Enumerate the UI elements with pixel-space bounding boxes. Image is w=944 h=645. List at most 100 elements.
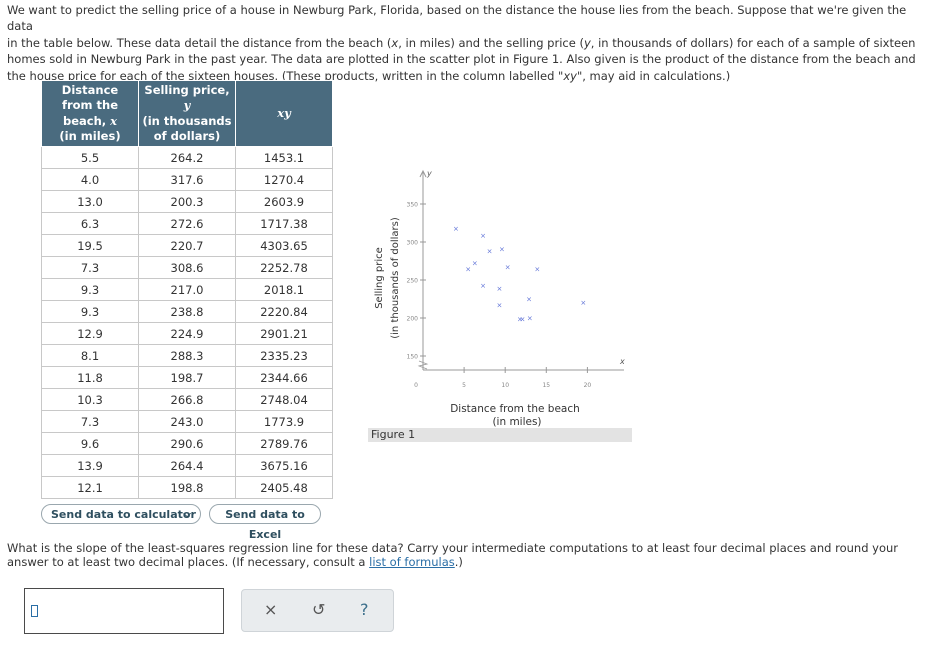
figure-label: Figure 1 (368, 428, 632, 442)
x-tick-label: 5 (462, 382, 466, 389)
data-point: × (453, 225, 459, 233)
xy-cell: 2335.23 (235, 344, 333, 367)
xy-cell: 2748.04 (235, 388, 333, 411)
xy-cell: 2901.21 (235, 322, 333, 345)
data-point: × (480, 232, 486, 240)
intro-text: the house price for each of the sixteen … (7, 68, 564, 83)
clear-icon[interactable]: × (264, 600, 278, 619)
distance-cell: 9.6 (41, 432, 139, 455)
question-line-2: answer to at least two decimal places. (… (7, 554, 370, 569)
table-row: 6.3 272.6 1717.38 (41, 212, 333, 235)
data-point: × (480, 282, 486, 290)
table-row: 5.5 264.2 1453.1 (41, 146, 333, 169)
send-to-calculator-button[interactable]: Send data to calculator ⌵ (41, 504, 201, 524)
y-axis-var: y (426, 169, 432, 178)
y-tick-label: 150 (407, 354, 419, 361)
help-icon[interactable]: ? (360, 600, 369, 619)
y-axis-label: Selling price (374, 247, 385, 309)
table-row: 13.9 264.4 3675.16 (41, 454, 333, 477)
table-row: 19.5 220.7 4303.65 (41, 234, 333, 257)
price-cell: 264.2 (138, 146, 236, 169)
data-point: × (497, 302, 503, 310)
price-cell: 272.6 (138, 212, 236, 235)
distance-cell: 6.3 (41, 212, 139, 235)
price-cell: 198.8 (138, 476, 236, 499)
axis-break-icon (417, 360, 429, 370)
scatter-plot: y x 150 200 250 300 350 0 5 10 15 20 Selling price (i… (374, 169, 625, 428)
table-row: 12.1 198.8 2405.48 (41, 476, 333, 499)
distance-cell: 5.5 (41, 146, 139, 169)
price-cell: 288.3 (138, 344, 236, 367)
xy-cell: 2405.48 (235, 476, 333, 499)
price-cell: 224.9 (138, 322, 236, 345)
xy-cell: 1773.9 (235, 410, 333, 433)
answer-input[interactable] (24, 588, 224, 634)
intro-var-x: x (391, 35, 399, 50)
y-tick-label: 250 (407, 278, 419, 285)
xy-cell: 3675.16 (235, 454, 333, 477)
send-to-excel-button[interactable]: Send data to Excel (209, 504, 321, 541)
x-tick-label: 10 (501, 382, 509, 389)
x-axis-label: (in miles) (492, 416, 541, 428)
distance-cell: 19.5 (41, 234, 139, 257)
undo-icon[interactable]: ↺ (312, 600, 326, 619)
distance-cell: 10.3 (41, 388, 139, 411)
distance-cell: 12.9 (41, 322, 139, 345)
distance-cell: 7.3 (41, 256, 139, 279)
x-tick-label: 20 (584, 382, 592, 389)
distance-cell: 9.3 (41, 300, 139, 323)
price-cell: 200.3 (138, 190, 236, 213)
list-of-formulas-link[interactable]: list of formulas (369, 554, 455, 569)
distance-cell: 13.0 (41, 190, 139, 213)
distance-cell: 7.3 (41, 410, 139, 433)
table-row: 11.8 198.7 2344.66 (41, 366, 333, 389)
price-cell: 217.0 (138, 278, 236, 301)
data-point: × (499, 246, 505, 254)
table-row: 13.0 200.3 2603.9 (41, 190, 333, 213)
y-axis-label: (in thousands of dollars) (390, 217, 401, 339)
data-point: × (534, 266, 540, 274)
intro-var-xy: xy (563, 68, 577, 83)
price-cell: 266.8 (138, 388, 236, 411)
distance-cell: 4.0 (41, 168, 139, 191)
header-price: Selling price, y (in thousands of dollar… (138, 80, 236, 147)
price-cell: 220.7 (138, 234, 236, 257)
table-row: 4.0 317.6 1270.4 (41, 168, 333, 191)
y-tick-label: 300 (407, 240, 419, 247)
table-row: 9.3 217.0 2018.1 (41, 278, 333, 301)
data-point: × (487, 247, 493, 255)
data-point: × (520, 315, 526, 323)
send-to-calculator-label: Send data to calculator (51, 508, 196, 521)
y-tick-label: 200 (407, 316, 419, 323)
intro-line-1: We want to predict the selling price of … (7, 3, 907, 34)
distance-cell: 13.9 (41, 454, 139, 477)
y-axis-arrow (419, 169, 427, 178)
data-point: × (505, 264, 511, 272)
price-cell: 264.4 (138, 454, 236, 477)
distance-cell: 11.8 (41, 366, 139, 389)
table-row: 7.3 308.6 2252.78 (41, 256, 333, 279)
distance-cell: 9.3 (41, 278, 139, 301)
price-cell: 198.7 (138, 366, 236, 389)
table-row: 7.3 243.0 1773.9 (41, 410, 333, 433)
answer-toolbar: × ↺ ? (241, 589, 394, 632)
chevron-down-icon: ⌵ (183, 509, 191, 520)
data-point: × (472, 259, 478, 267)
price-cell: 238.8 (138, 300, 236, 323)
data-point: × (527, 314, 533, 322)
data-point: × (526, 296, 532, 304)
price-cell: 243.0 (138, 410, 236, 433)
text-cursor (31, 605, 38, 617)
table-row: 8.1 288.3 2335.23 (41, 344, 333, 367)
x-axis-var: x (619, 357, 625, 366)
xy-cell: 2789.76 (235, 432, 333, 455)
table-row: 9.6 290.6 2789.76 (41, 432, 333, 455)
xy-cell: 2018.1 (235, 278, 333, 301)
intro-text: homes sold in Newburg Park in the past y… (7, 52, 916, 67)
table-row: 12.9 224.9 2901.21 (41, 322, 333, 345)
send-to-excel-label: Send data to Excel (225, 508, 305, 541)
data-table: Distance from the beach, x (in miles) Se… (41, 80, 333, 499)
intro-text: ", may aid in calculations.) (576, 68, 731, 83)
data-point: × (580, 299, 586, 307)
intro-text: in the table below. These data detail th… (7, 35, 392, 50)
